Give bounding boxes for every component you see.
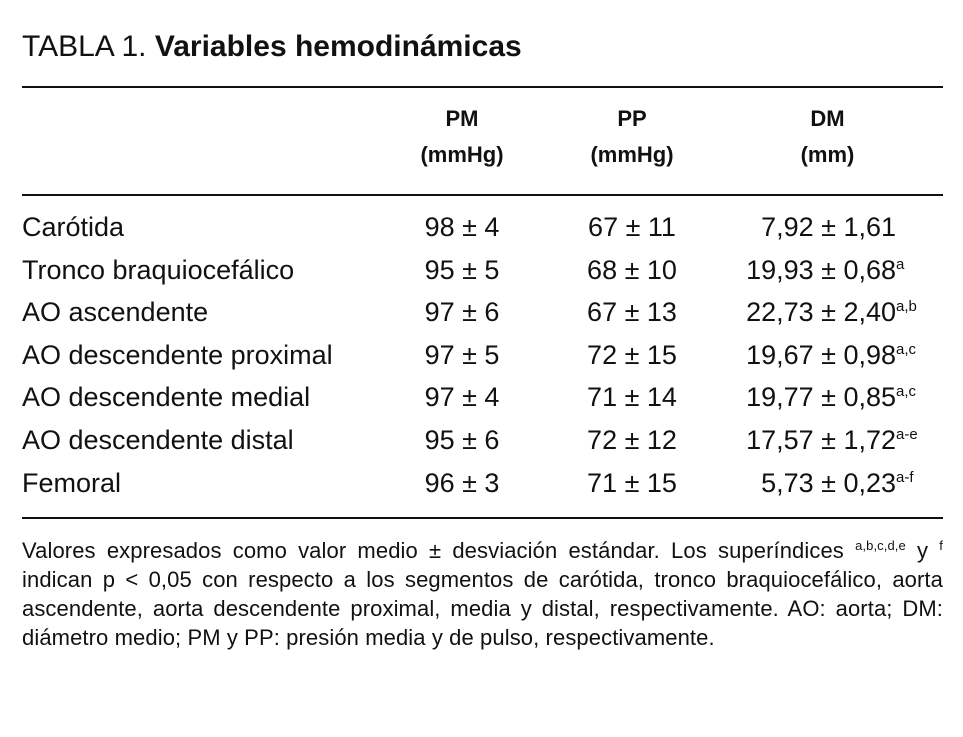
table-title: TABLA 1. Variables hemodinámicas <box>22 30 522 64</box>
table-row: Carótida 98 ± 4 67 ± 11 7,92 ± 1,61 <box>22 206 943 249</box>
pp-value: 67 ± 13 <box>587 297 677 328</box>
table-row: AO descendente proximal 97 ± 5 72 ± 15 1… <box>22 334 943 377</box>
table-row: Femoral 96 ± 3 71 ± 15 5,73 ± 0,23a-f <box>22 462 943 505</box>
data-table: PM (mmHg) PP (mmHg) DM (mm) Carótida 98 ± 4… <box>22 101 943 504</box>
header-pp: PP (mmHg) <box>590 106 674 167</box>
row-label: Tronco braquiocefálico <box>22 254 295 285</box>
pm-value: 97 ± 4 <box>424 382 500 413</box>
title-prefix: TABLA 1. <box>22 30 147 63</box>
pp-value: 68 ± 10 <box>587 254 677 285</box>
header-rule <box>22 194 943 196</box>
row-label: Femoral <box>22 467 122 498</box>
pm-value: 98 ± 4 <box>424 212 500 242</box>
pm-value: 95 ± 5 <box>424 254 500 285</box>
dm-value: 5,73 ± 0,23a-f <box>761 467 914 498</box>
dm-value: 19,67 ± 0,98a,c <box>746 339 917 370</box>
pp-value: 72 ± 12 <box>587 424 677 455</box>
row-label: AO ascendente <box>22 297 209 328</box>
row-label: AO descendente distal <box>22 424 294 455</box>
header-pm: PM (mmHg) <box>420 106 504 167</box>
top-rule <box>22 86 943 88</box>
title-text: Variables hemodinámicas <box>154 30 522 63</box>
table-row: AO descendente medial 97 ± 4 71 ± 14 19,… <box>22 376 943 419</box>
row-label: AO descendente medial <box>22 382 311 413</box>
pm-value: 95 ± 6 <box>424 424 500 455</box>
header-dm: DM (mm) <box>800 106 855 167</box>
table-footnote: Valores expresados como valor medio ± de… <box>22 538 944 650</box>
dm-value: 7,92 ± 1,61 <box>761 212 896 242</box>
bottom-rule <box>22 517 943 519</box>
pm-value: 96 ± 3 <box>424 467 500 498</box>
dm-value: 22,73 ± 2,40a,b <box>746 297 917 328</box>
pm-value: 97 ± 6 <box>424 297 500 328</box>
dm-value: 19,93 ± 0,68a <box>746 254 905 285</box>
row-label: Carótida <box>22 212 125 242</box>
pp-value: 71 ± 14 <box>587 382 677 413</box>
row-label: AO descendente proximal <box>22 339 333 370</box>
table-row: AO ascendente 97 ± 6 67 ± 13 22,73 ± 2,4… <box>22 291 943 334</box>
header-row: PM (mmHg) PP (mmHg) DM (mm) <box>22 101 943 173</box>
dm-value: 19,77 ± 0,85a,c <box>746 382 917 413</box>
table-row: Tronco braquiocefálico 95 ± 5 68 ± 10 19… <box>22 249 943 292</box>
pp-value: 72 ± 15 <box>587 339 677 370</box>
pp-value: 67 ± 11 <box>588 212 676 242</box>
pp-value: 71 ± 15 <box>587 467 677 498</box>
table-row: AO descendente distal 95 ± 6 72 ± 12 17,… <box>22 419 943 462</box>
pm-value: 97 ± 5 <box>424 339 500 370</box>
dm-value: 17,57 ± 1,72a-e <box>746 424 918 455</box>
